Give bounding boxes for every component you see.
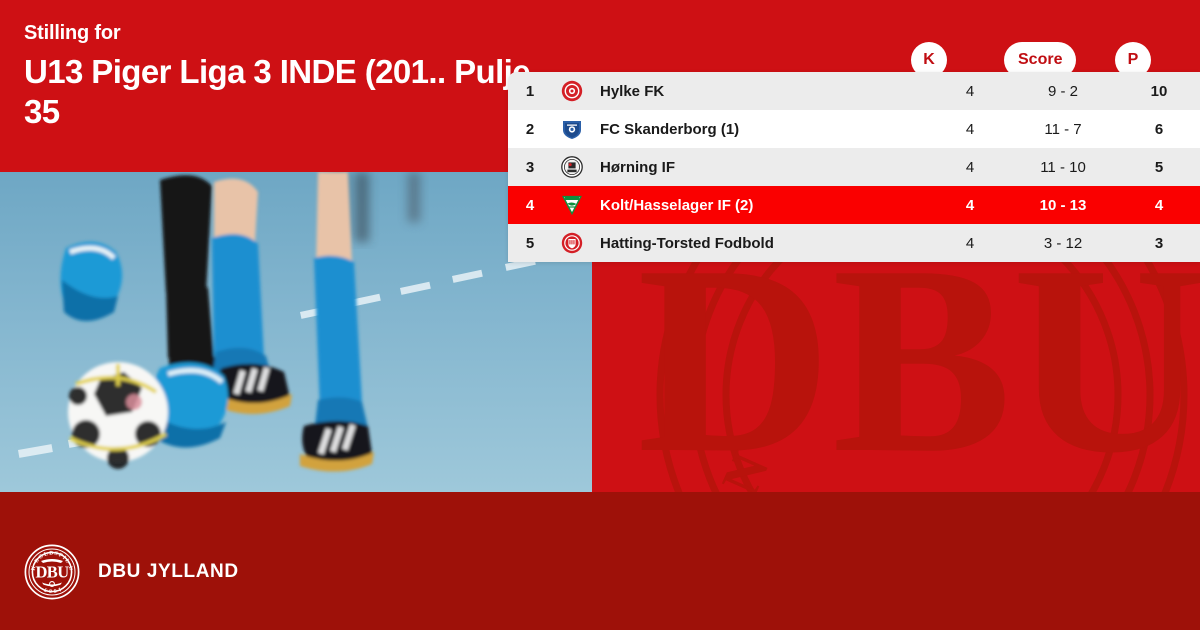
- svg-text:DBU: DBU: [35, 563, 69, 582]
- row-score: 9 - 2: [1047, 82, 1078, 100]
- row-matches: 4: [965, 196, 975, 214]
- page-title: U13 Piger Liga 3 INDE (201.. Pulje 35: [24, 53, 531, 130]
- row-position: 2: [525, 120, 535, 138]
- row-matches: 4: [965, 234, 975, 252]
- table-row[interactable]: 2 FC Skanderborg (1) 4 11 - 7 6: [508, 110, 1200, 148]
- row-matches: 4: [965, 82, 975, 100]
- footer-band: DANSK BOLDSPIL UNION 1889 DBU DBU JYLLAN…: [0, 492, 1200, 630]
- row-team-name: Kolt/Hasselager IF (2): [600, 196, 754, 214]
- hero-photo: [0, 172, 592, 492]
- table-row[interactable]: 5 Hatting-Torsted Fodbold 4 3 - 12 3: [508, 224, 1200, 262]
- table-row[interactable]: 1 Hylke FK 4 9 - 2 10: [508, 72, 1200, 110]
- hylke-fk-logo: [552, 80, 592, 102]
- row-position: 4: [525, 196, 535, 214]
- fc-skanderborg-logo: [552, 118, 592, 140]
- table-row-highlighted[interactable]: 4 Kolt/Hasselager IF (2) 4 10 - 13 4: [508, 186, 1200, 224]
- row-team-name: Hørning IF: [600, 158, 675, 176]
- row-points: 4: [1154, 196, 1164, 214]
- row-points: 3: [1154, 234, 1164, 252]
- row-score: 11 - 10: [1040, 158, 1086, 176]
- row-matches: 4: [965, 120, 975, 138]
- table-row[interactable]: 3 Hørning IF 4 11 - 10 5: [508, 148, 1200, 186]
- standings-table: 1 Hylke FK 4 9 - 2 10 2 FC Skanderborg (…: [508, 72, 1200, 262]
- row-team-name: Hatting-Torsted Fodbold: [600, 234, 774, 252]
- row-position: 1: [525, 82, 535, 100]
- row-position: 3: [525, 158, 535, 176]
- hoerning-if-logo: [552, 156, 592, 178]
- row-team-name: FC Skanderborg (1): [600, 120, 740, 138]
- row-points: 10: [1150, 82, 1168, 100]
- row-position: 5: [525, 234, 535, 252]
- row-points: 6: [1154, 120, 1164, 138]
- row-score: 11 - 7: [1044, 120, 1082, 138]
- hatting-torsted-logo: [552, 232, 592, 254]
- kolt-hasselager-if-logo: [552, 194, 592, 216]
- footer-org-label: DBU JYLLAND: [98, 561, 239, 582]
- row-score: 3 - 12: [1043, 234, 1083, 252]
- row-score: 10 - 13: [1039, 196, 1087, 214]
- dbu-logo-icon: DANSK BOLDSPIL UNION 1889 DBU: [21, 540, 80, 600]
- header-kicker: Stilling for: [24, 22, 121, 44]
- row-matches: 4: [965, 158, 975, 176]
- row-team-name: Hylke FK: [600, 82, 665, 100]
- row-points: 5: [1154, 158, 1164, 176]
- svg-text:1889: 1889: [42, 585, 62, 593]
